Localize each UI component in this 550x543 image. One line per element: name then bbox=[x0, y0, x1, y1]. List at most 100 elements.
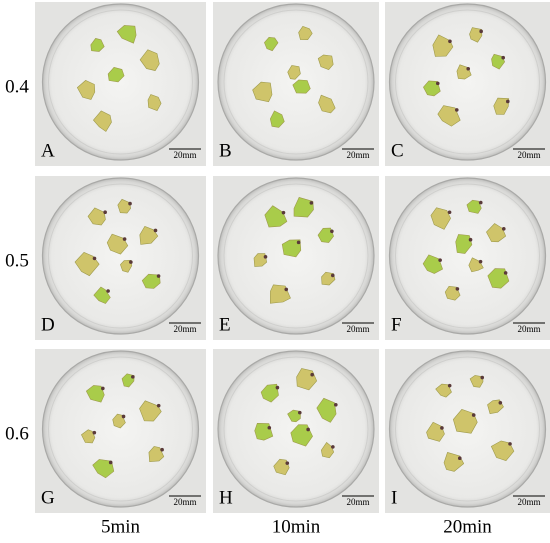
explant-spot bbox=[479, 29, 483, 34]
panel: A 20mm bbox=[35, 2, 206, 166]
explant bbox=[469, 27, 483, 43]
explant bbox=[491, 53, 506, 70]
dish-rim bbox=[395, 356, 540, 502]
explant-spot bbox=[468, 237, 473, 242]
explant bbox=[493, 97, 510, 115]
explant-spot bbox=[128, 201, 132, 206]
explant-spot bbox=[285, 461, 290, 465]
scale-label: 20mm bbox=[517, 497, 540, 507]
explant-spot bbox=[478, 259, 483, 264]
explant-spot bbox=[447, 383, 452, 388]
scale-label: 20mm bbox=[346, 324, 369, 334]
explant-spot bbox=[480, 375, 485, 380]
panel-letter: D bbox=[41, 314, 55, 335]
explant bbox=[93, 286, 111, 304]
panel: C 20mm bbox=[385, 2, 550, 166]
explant bbox=[437, 105, 461, 127]
explant-spot bbox=[92, 256, 97, 261]
row-label: 0.4 bbox=[5, 76, 29, 97]
scale-label: 20mm bbox=[173, 150, 196, 160]
explant bbox=[317, 54, 334, 71]
dish-rim bbox=[48, 9, 193, 155]
explant-spot bbox=[103, 210, 107, 214]
explant-spot bbox=[160, 447, 164, 452]
row-label: 0.6 bbox=[5, 423, 29, 444]
explant-spot bbox=[448, 39, 452, 44]
petri-dish bbox=[388, 177, 547, 335]
panel: F 20mm bbox=[385, 176, 550, 340]
explant bbox=[116, 25, 137, 44]
dish-rim bbox=[395, 183, 540, 329]
explant-spot bbox=[92, 430, 97, 435]
explant bbox=[273, 458, 290, 476]
explant-spot bbox=[156, 403, 161, 408]
explant-spot bbox=[455, 287, 460, 291]
explant-spot bbox=[447, 210, 452, 215]
dish-rim bbox=[48, 356, 193, 502]
explant-spot bbox=[503, 271, 508, 275]
explant bbox=[430, 207, 451, 230]
panel-letter: A bbox=[41, 140, 55, 161]
explant bbox=[455, 234, 473, 254]
explant bbox=[435, 383, 452, 398]
explant-spot bbox=[129, 260, 133, 264]
row-label: 0.5 bbox=[5, 250, 29, 271]
scale-label: 20mm bbox=[346, 150, 369, 160]
explant-spot bbox=[435, 81, 440, 86]
explant bbox=[76, 80, 96, 100]
explant bbox=[317, 227, 334, 243]
explant-spot bbox=[284, 287, 289, 292]
scale-label: 20mm bbox=[517, 150, 540, 160]
explant bbox=[93, 110, 112, 132]
petri-dish bbox=[41, 3, 200, 161]
explant bbox=[293, 197, 314, 218]
dish-rim bbox=[395, 9, 540, 155]
explant-spot bbox=[505, 99, 510, 104]
explant-spot bbox=[275, 385, 280, 390]
explant bbox=[90, 38, 105, 52]
panel-letter: B bbox=[219, 140, 232, 161]
explant bbox=[487, 268, 510, 289]
explant-spot bbox=[296, 240, 301, 245]
explant bbox=[85, 385, 105, 403]
explant-spot bbox=[101, 386, 105, 391]
explant-spot bbox=[438, 258, 442, 262]
explant bbox=[287, 65, 301, 80]
column-label: 20min bbox=[443, 516, 492, 537]
explant bbox=[466, 199, 482, 214]
panel: I 20mm bbox=[385, 349, 550, 513]
explant-spot bbox=[331, 445, 335, 449]
explant bbox=[281, 239, 302, 258]
explant-spot bbox=[156, 274, 161, 278]
dish-rim bbox=[223, 183, 369, 329]
explant-spot bbox=[457, 456, 462, 461]
explant bbox=[318, 94, 336, 114]
explant bbox=[264, 36, 279, 52]
explant bbox=[147, 94, 162, 111]
panel: G 20mm bbox=[35, 349, 206, 513]
panel-letter: C bbox=[391, 140, 404, 161]
panel: H 20mm bbox=[213, 349, 379, 513]
dish-rim bbox=[223, 356, 369, 502]
explant-spot bbox=[309, 201, 314, 205]
scale-label: 20mm bbox=[173, 497, 196, 507]
explant-spot bbox=[501, 55, 506, 60]
explant-spot bbox=[330, 273, 335, 278]
dish-rim bbox=[223, 9, 369, 155]
explant-spot bbox=[454, 108, 459, 112]
column-label: 10min bbox=[272, 516, 321, 537]
explant-spot bbox=[440, 426, 444, 430]
scale-label: 20mm bbox=[346, 497, 369, 507]
panel: D 20mm bbox=[35, 176, 206, 340]
panel-letter: E bbox=[219, 314, 231, 335]
explant-spot bbox=[508, 442, 512, 446]
explant bbox=[269, 110, 285, 128]
explant bbox=[423, 80, 441, 97]
panel: E 20mm bbox=[213, 176, 379, 340]
explant-spot bbox=[334, 402, 338, 407]
panel-letter: I bbox=[391, 487, 397, 508]
explant-spot bbox=[478, 200, 483, 205]
petri-dish bbox=[41, 177, 200, 335]
explant-spot bbox=[263, 255, 268, 259]
explant-spot bbox=[122, 237, 127, 241]
